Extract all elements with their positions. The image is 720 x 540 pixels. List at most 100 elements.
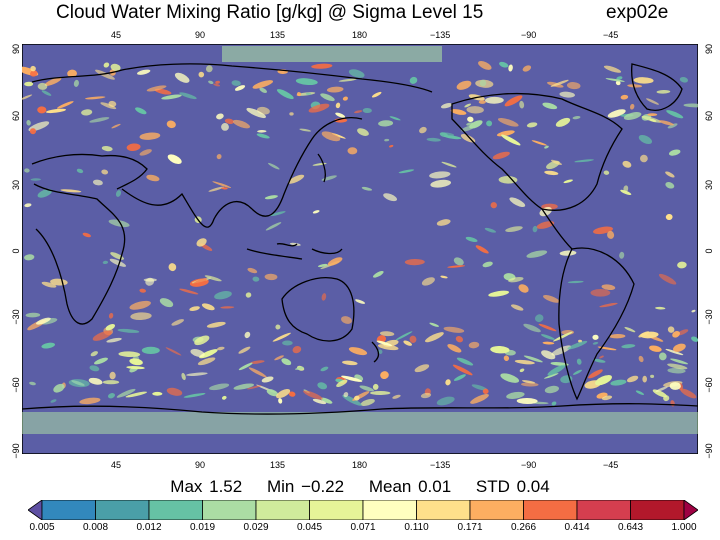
cloud-patch xyxy=(250,360,265,364)
cloud-patch xyxy=(683,103,698,108)
cloud-patch xyxy=(264,195,278,200)
cloud-patch xyxy=(665,213,673,221)
cloud-patch xyxy=(665,171,675,178)
cloud-patch xyxy=(486,120,493,127)
cloud-patch xyxy=(288,174,305,184)
cloud-patch xyxy=(362,107,372,114)
cloud-patch xyxy=(370,391,391,395)
cloud-patch xyxy=(89,365,100,372)
cloud-patch xyxy=(450,109,467,115)
east-asia-coast xyxy=(251,117,363,217)
cloud-patch xyxy=(505,226,523,233)
lon-tick-top: −90 xyxy=(521,30,537,40)
cloud-patch xyxy=(372,270,384,278)
lon-tick-bottom: 90 xyxy=(195,460,206,470)
cloud-patch xyxy=(544,385,559,394)
cloud-patch xyxy=(504,95,523,107)
cloud-patch xyxy=(430,179,452,188)
cloud-patch xyxy=(509,197,526,208)
lat-tick-right: 30 xyxy=(704,180,714,191)
south-asia-coast xyxy=(121,188,253,228)
cloud-patch xyxy=(168,263,177,272)
cloud-patch xyxy=(593,358,606,363)
cloud-patch xyxy=(665,182,675,189)
cloud-patch xyxy=(357,128,369,136)
cloud-patch xyxy=(466,106,484,114)
cloud-patch xyxy=(622,160,632,168)
lat-tick-right: −30 xyxy=(704,309,714,325)
cloud-patch xyxy=(216,113,224,120)
cloud-patch xyxy=(508,64,513,72)
cloud-patch xyxy=(342,394,362,406)
cloud-patch xyxy=(335,112,346,118)
lat-tick-right: 0 xyxy=(704,248,714,254)
cloud-patch xyxy=(572,115,581,120)
cloud-patch xyxy=(335,102,341,109)
cloud-patch xyxy=(327,257,343,266)
lon-tick-top: 180 xyxy=(352,30,368,40)
cloud-patch xyxy=(238,346,251,354)
lat-tick-left: −90 xyxy=(11,443,21,459)
cloud-patch xyxy=(655,386,668,392)
cloud-patch xyxy=(490,345,510,354)
cloud-patch xyxy=(453,374,466,381)
cloud-patch xyxy=(670,358,689,365)
cloud-patch xyxy=(630,103,635,110)
cloud-patch xyxy=(295,366,304,370)
cloud-patch xyxy=(615,80,621,86)
coastlines xyxy=(22,63,698,415)
cloud-patch xyxy=(621,344,636,349)
cloud-patch xyxy=(378,120,394,127)
cloud-patch xyxy=(526,250,548,258)
cloud-patch xyxy=(650,374,655,379)
africa-coast xyxy=(33,183,126,325)
cloud-patch xyxy=(419,126,427,134)
cloud-patch xyxy=(649,345,662,352)
cloud-patch xyxy=(626,375,639,383)
cloud-patch xyxy=(204,275,222,282)
cloud-patch xyxy=(37,188,53,198)
cloud-patch xyxy=(475,245,489,254)
cloud-patch xyxy=(436,219,451,226)
new-zealand-coast xyxy=(371,341,380,363)
lat-tick-right: −60 xyxy=(704,377,714,393)
cloud-patch xyxy=(338,78,357,82)
cloud-patch xyxy=(143,278,157,282)
cloud-patch xyxy=(311,63,333,69)
cloud-patch xyxy=(404,258,425,266)
stat-std: STD 0.04 xyxy=(475,477,550,496)
cloud-patch xyxy=(508,277,524,283)
cloud-patch xyxy=(635,390,645,395)
cloud-patch xyxy=(488,290,510,297)
cloud-patch xyxy=(601,395,613,401)
cloud-patch xyxy=(440,275,448,279)
cloud-patch xyxy=(292,345,302,354)
cloud-patch xyxy=(194,335,210,346)
cloud-patch xyxy=(152,391,163,396)
colorbar-label: 1.000 xyxy=(671,522,697,533)
cloud-patch xyxy=(603,65,622,73)
cloud-patch xyxy=(624,327,636,333)
cloud-patch xyxy=(666,110,684,119)
cloud-patch xyxy=(30,65,36,72)
cloud-patch xyxy=(544,373,559,379)
cloud-patch xyxy=(354,110,363,114)
cloud-patch xyxy=(479,79,487,87)
cloud-patch xyxy=(482,388,489,395)
antarctic-band xyxy=(22,412,698,434)
cloud-patch xyxy=(244,331,251,339)
cloud-patch xyxy=(498,175,518,184)
cloud-patch xyxy=(308,103,330,113)
cloud-patch xyxy=(221,187,228,190)
cloud-patch xyxy=(26,120,31,126)
cloud-patch xyxy=(326,86,344,93)
cloud-patch xyxy=(667,123,678,129)
cloud-patch xyxy=(139,132,161,140)
cloud-patch xyxy=(126,366,145,370)
colorbar-label: 0.029 xyxy=(243,522,269,533)
cloud-patch xyxy=(354,395,360,401)
cloud-patch xyxy=(348,347,368,356)
lat-tick-left: 30 xyxy=(11,180,21,191)
cloud-patch xyxy=(607,109,626,118)
cloud-patch xyxy=(440,103,453,109)
